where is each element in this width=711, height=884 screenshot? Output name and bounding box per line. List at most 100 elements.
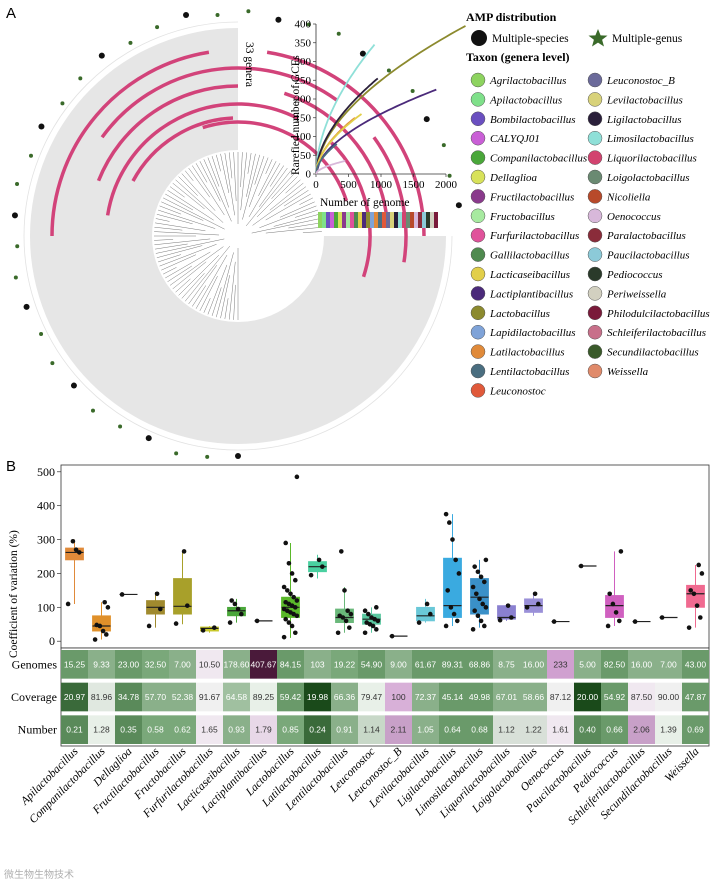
taxon-swatch	[587, 324, 603, 340]
taxon-label: Liquorilactobacillus	[606, 153, 697, 165]
box-point	[281, 606, 287, 612]
tree-branch	[192, 285, 207, 307]
tree-branch	[256, 176, 298, 218]
taxon-strip-cell	[322, 212, 326, 228]
tree-branch	[229, 261, 236, 320]
heatmap-cell-value: 16.00	[631, 659, 653, 669]
taxon-label: Periweissella	[606, 288, 667, 300]
rarefaction-inset: 0 500 1000 1500 2000 0 50 100 150 200 250 300 350 400…	[290, 19, 466, 209]
heatmap-cell	[493, 715, 520, 744]
heatmap-cell	[412, 682, 439, 712]
taxon-swatch	[470, 189, 486, 204]
heatmap-cell	[250, 682, 277, 712]
tree-branch	[156, 214, 193, 225]
species-dot	[183, 12, 190, 19]
tree-branch	[154, 239, 174, 241]
heatmap-cell-value: 1.79	[255, 725, 272, 735]
species-dot	[359, 50, 366, 57]
heatmap-cell-value: 81.96	[91, 692, 113, 702]
heatmap-cell-value: 1.22	[525, 725, 542, 735]
tree-branch	[203, 159, 232, 222]
rarefaction-axes: 0 500 1000 1500 2000 0 50 100 150 200 250 300 350 400	[295, 19, 466, 191]
heatmap-cell	[547, 650, 574, 679]
heatmap-cell	[115, 715, 142, 744]
tree-branch	[165, 193, 194, 211]
heatmap-cell-value: 49.98	[469, 692, 491, 702]
heatmap-cell-value: 54.92	[604, 692, 626, 702]
heatmap-cell	[493, 682, 520, 712]
tree-branch	[279, 201, 315, 218]
heatmap-cell	[520, 650, 547, 679]
tree-branch	[302, 231, 322, 233]
heatmap-cell	[169, 650, 196, 679]
tree-branch	[251, 218, 321, 234]
heatmap-cell	[520, 682, 547, 712]
box-point	[698, 615, 703, 620]
tree-branch	[258, 161, 277, 196]
genus-star	[15, 244, 20, 249]
box-point	[293, 630, 298, 636]
heatmap-cell	[196, 682, 223, 712]
box-point	[294, 598, 300, 603]
tree-branch	[159, 244, 217, 267]
genus-star	[78, 76, 83, 81]
heatmap-cell	[358, 715, 385, 744]
box-point	[94, 622, 99, 628]
rarefaction-curve	[315, 113, 363, 175]
taxon-label: Leuconostoc_B	[606, 75, 675, 87]
box-point	[285, 588, 290, 593]
tree-branch	[207, 264, 228, 315]
heatmap-cell-value: 2.11	[391, 725, 407, 735]
taxon-strip-cell	[342, 212, 346, 228]
heatmap-cell	[655, 715, 682, 744]
box-point	[200, 628, 206, 633]
heatmap-cell-value: 87.50	[631, 692, 653, 702]
taxon-label: Levilactobacillus	[606, 94, 683, 106]
heatmap-cell-value: 0.64	[444, 725, 461, 735]
tree-branch	[178, 176, 198, 196]
heatmap: 15.25 9.33 23.00 32.50 7.00 10.50 178.60 407.67…	[11, 647, 710, 747]
heatmap-cell-value: 0.93	[228, 725, 245, 735]
box-point	[362, 608, 368, 614]
box-point	[92, 637, 98, 642]
heatmap-cell-value: 9.33	[93, 659, 110, 669]
heatmap-cell-value: 34.78	[118, 692, 140, 702]
heatmap-cell-value: 16.00	[523, 659, 545, 669]
box-point	[478, 618, 484, 624]
taxon-swatch	[470, 247, 486, 262]
heatmap-cell	[439, 682, 466, 712]
rarefaction-y-tick-label: 300	[295, 56, 312, 68]
tree-branch	[254, 156, 265, 185]
tree-branch	[154, 227, 183, 231]
tree-branch	[178, 254, 220, 296]
tree-branch	[181, 273, 205, 299]
watermark: 微生物生物技术	[4, 868, 74, 881]
heatmap-cell-value: 1.39	[660, 725, 677, 735]
box-point	[691, 591, 697, 597]
taxon-swatch	[587, 92, 603, 107]
box-point	[428, 611, 433, 617]
heatmap-cell	[358, 650, 385, 679]
species-dot	[235, 453, 241, 459]
taxon-strip-cell	[378, 212, 382, 228]
box-point	[694, 603, 700, 608]
tree-branch	[246, 153, 256, 197]
box-point	[450, 537, 455, 542]
tree-branch	[269, 182, 304, 211]
tree-branch	[258, 167, 288, 207]
tree-branch	[155, 218, 170, 222]
heatmap-cell	[88, 715, 115, 744]
tree-branch	[269, 165, 284, 187]
box-point	[455, 618, 460, 624]
heatmap-cell	[61, 682, 88, 712]
taxon-swatch	[587, 72, 603, 88]
heatmap-cell-value: 59.42	[280, 692, 302, 702]
heatmap-cell-value: 32.50	[145, 659, 167, 669]
boxplot-frame	[60, 464, 710, 649]
heatmap-cell	[88, 650, 115, 679]
box-point	[73, 547, 79, 553]
heatmap-cell	[682, 715, 709, 744]
box-point	[416, 620, 422, 625]
genus-star	[13, 275, 18, 280]
heatmap-cell	[412, 650, 439, 679]
